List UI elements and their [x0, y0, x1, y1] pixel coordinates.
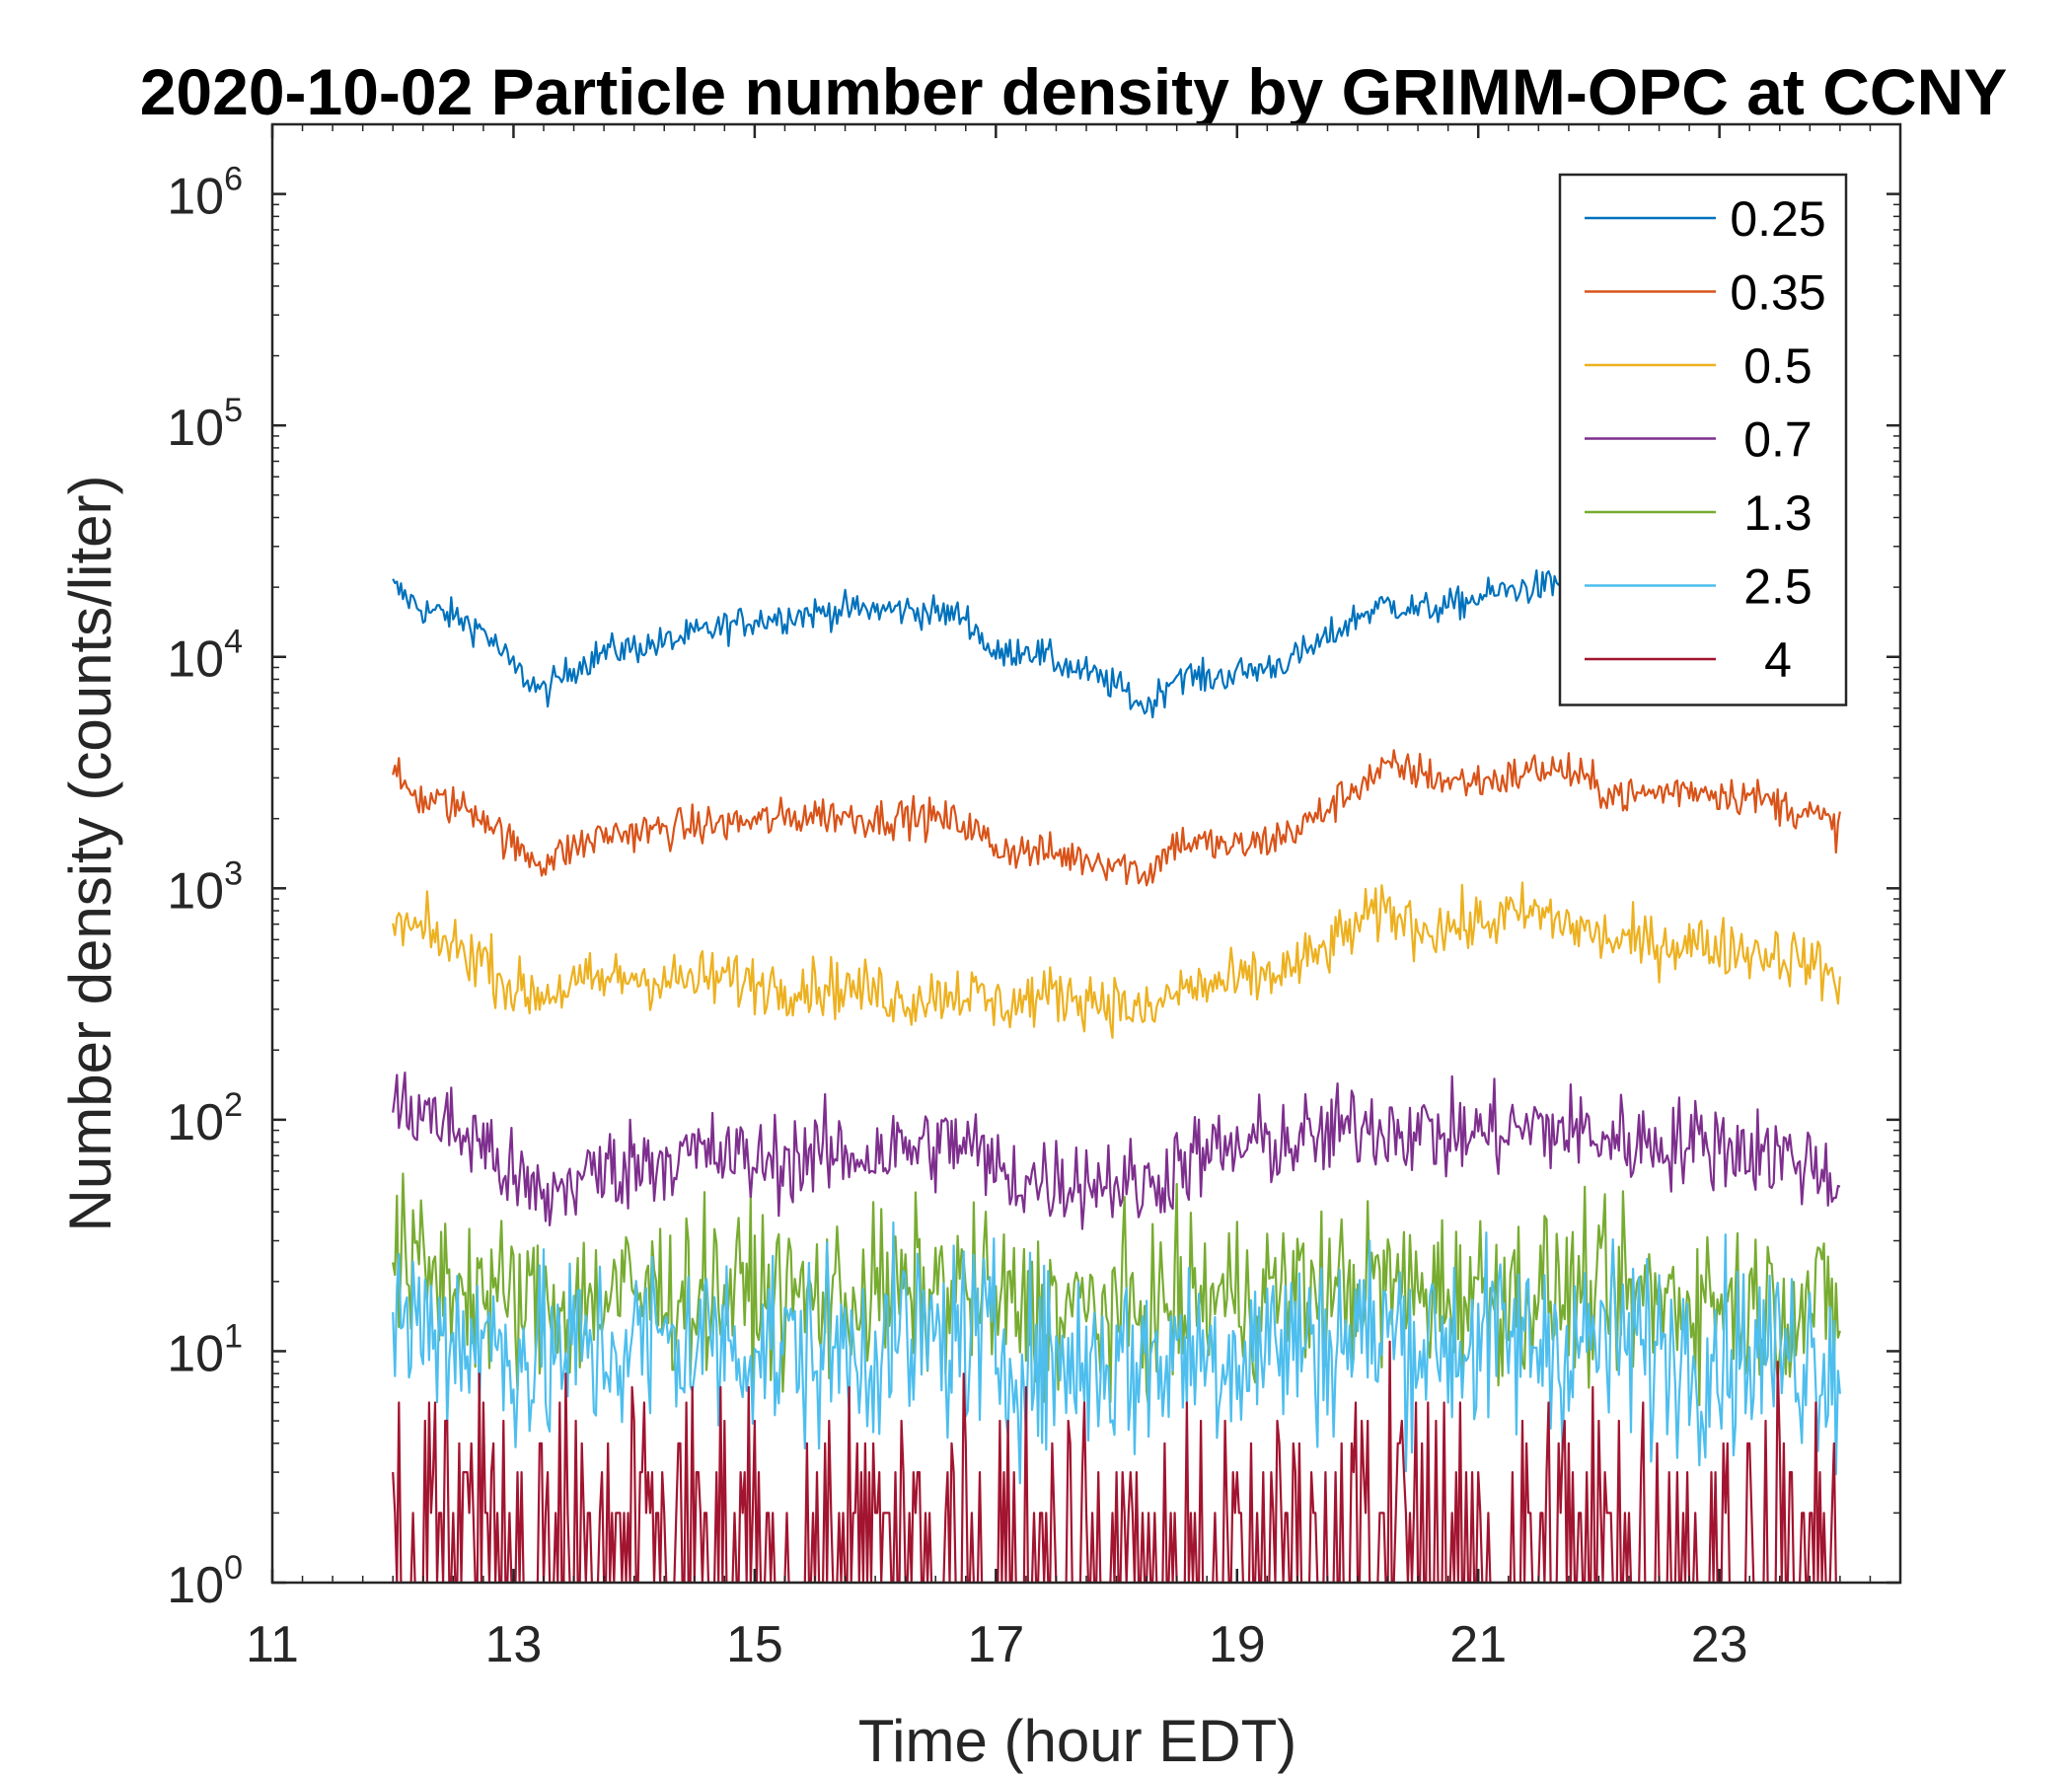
- x-tick-label: 15: [726, 1616, 783, 1673]
- x-tick-label: 13: [485, 1616, 543, 1673]
- axes-layer: 11 13 15 17 19 21 23 100 101 102 103 104 105 106: [167, 122, 1902, 1673]
- legend-label-1.3: 1.3: [1743, 485, 1813, 541]
- series-line-1.3: [392, 1172, 1841, 1415]
- x-tick-label: 11: [246, 1616, 299, 1673]
- y-tick-label: 102: [167, 1086, 243, 1151]
- legend: 0.25 0.35 0.5 0.7 1.3 2.5 4: [1558, 173, 1848, 706]
- series-line-0.5: [392, 881, 1841, 1039]
- series-layer: [392, 559, 1841, 1583]
- legend-label-0.35: 0.35: [1730, 265, 1825, 321]
- chart-title: 2020-10-02 Particle number density by GR…: [140, 55, 2008, 128]
- x-tick-label: 23: [1691, 1616, 1748, 1673]
- series-line-0.35: [392, 749, 1841, 887]
- x-tick-label: 21: [1449, 1616, 1507, 1673]
- y-tick-label: 103: [167, 854, 243, 920]
- series-line-2.5: [392, 1221, 1841, 1485]
- y-tick-label: 106: [167, 161, 243, 226]
- y-tick-label: 105: [167, 392, 243, 457]
- x-tick-label: 19: [1209, 1616, 1266, 1673]
- legend-label-0.25: 0.25: [1730, 191, 1825, 247]
- x-tick-label: 17: [967, 1616, 1024, 1673]
- series-line-0.7: [392, 1071, 1841, 1230]
- y-tick-label: 101: [167, 1317, 243, 1382]
- y-axis-label: Number density (counts/liter): [57, 476, 123, 1232]
- y-tick-label: 100: [167, 1549, 243, 1614]
- y-tick-label: 104: [167, 624, 243, 689]
- series-line-4: [392, 1340, 1840, 1583]
- legend-label-0.5: 0.5: [1743, 338, 1813, 394]
- legend-label-2.5: 2.5: [1743, 559, 1813, 615]
- x-axis-label: Time (hour EDT): [858, 1708, 1297, 1774]
- legend-label-4: 4: [1764, 632, 1792, 688]
- legend-label-0.7: 0.7: [1743, 412, 1813, 468]
